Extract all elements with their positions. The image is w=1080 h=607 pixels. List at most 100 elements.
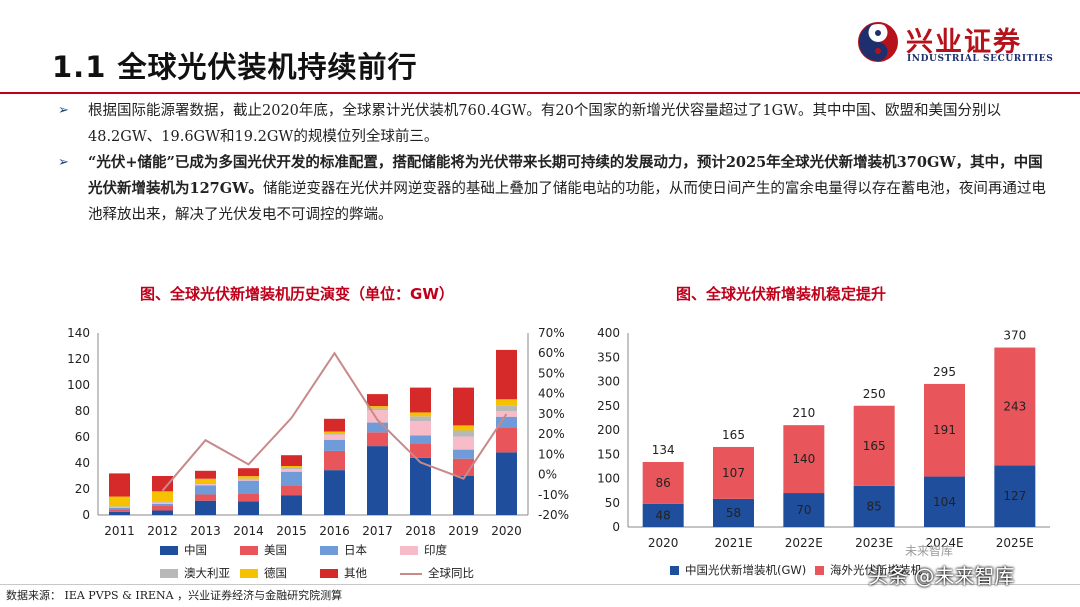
- chart1-bar-3: [410, 421, 431, 436]
- chart1-x-tick-label: 2018: [405, 524, 436, 538]
- chart1-x-tick-label: 2012: [147, 524, 178, 538]
- chart1-y2-tick-label: 40%: [538, 387, 565, 401]
- watermark-small: 未来智库: [905, 544, 954, 558]
- chart1-bar-6: [281, 455, 302, 466]
- chart1-yoy-line: [161, 351, 508, 492]
- chart1-y2-tick-label: 30%: [538, 407, 565, 421]
- chart1-y-tick-label: 100: [67, 378, 90, 392]
- chart1-bar-6: [496, 349, 517, 400]
- chart1-bar-3: [281, 469, 302, 472]
- chart1-bar-4: [496, 405, 517, 411]
- chart1-y-tick-label: 60: [75, 430, 90, 444]
- legend-swatch: [160, 569, 178, 578]
- chart2-data-label: 104: [933, 495, 956, 509]
- chart1-bar-0: [152, 510, 173, 515]
- chart1-x-tick-label: 2013: [190, 524, 221, 538]
- chart2-bar-0: [642, 503, 684, 527]
- chart1-bar-5: [410, 412, 431, 417]
- legend-swatch: [400, 572, 422, 575]
- chart1-bar-4: [367, 408, 388, 411]
- chart1-bar-1: [109, 509, 130, 512]
- chart1-bar-0: [453, 476, 474, 515]
- chart2-y-tick-label: 250: [597, 399, 620, 413]
- chart2-x-tick-label: 2024E: [925, 536, 963, 550]
- chart2-bar-1: [713, 446, 754, 499]
- chart1-x-tick-label: 2011: [104, 524, 135, 538]
- chart1-bar-3: [453, 436, 474, 450]
- bullet-2-bold-text: “光伏+储能”已成为多国光伏开发的标准配置，搭配储能将为光伏带来长期可持续的发展…: [88, 154, 1043, 197]
- chart1-bar-4: [324, 433, 345, 435]
- chart2-total-label: 134: [652, 443, 675, 457]
- chart2-x-tick-label: 2021E: [714, 536, 752, 550]
- chart1-bar-5: [367, 406, 388, 409]
- chart1-y-tick-label: 0: [82, 508, 90, 522]
- chart2-data-label: 140: [792, 452, 815, 466]
- chart2-data-label: 58: [726, 506, 741, 520]
- chart2-x-tick-label: 2022E: [785, 536, 823, 550]
- legend-label: 澳大利亚: [184, 566, 230, 580]
- chart2-bar-0: [994, 465, 1036, 527]
- chart2-bar-1: [783, 425, 825, 494]
- logo-text-en: INDUSTRIAL SECURITIES: [907, 54, 1054, 64]
- chart1-bar-5: [453, 425, 474, 431]
- legend-label: 海外光伏新增装机: [830, 563, 922, 577]
- chart1-bar-0: [281, 495, 302, 515]
- chart1-y2-tick-label: 10%: [538, 447, 565, 461]
- chart1-bar-1: [324, 450, 345, 471]
- chart1-bar-2: [195, 485, 216, 495]
- chart2-bar-1: [924, 383, 965, 477]
- chart1-bar-4: [410, 416, 431, 422]
- chart1-x-tick-label: 2014: [233, 524, 264, 538]
- legend-overseas-installed: 海外光伏新增装机: [815, 562, 922, 577]
- legend-swatch: [240, 569, 258, 578]
- chart2-total-label: 165: [722, 428, 745, 442]
- chart2-data-label: 85: [867, 499, 882, 513]
- chart1-bar-2: [109, 507, 130, 510]
- chart1-bar-0: [410, 457, 431, 515]
- chart1-y-tick-label: 80: [75, 404, 90, 418]
- chart2-y-tick-label: 350: [597, 350, 620, 364]
- chart1-bar-2: [453, 449, 474, 459]
- legend-label: 印度: [424, 543, 447, 557]
- chart1-bar-0: [195, 500, 216, 515]
- chart1-y2-tick-label: 60%: [538, 346, 565, 360]
- legend-label: 日本: [344, 543, 367, 557]
- bullet-1-text: 根据国际能源署数据，截止2020年底，全球累计光伏装机760.4GW。有20个国…: [88, 103, 1002, 145]
- page-title: 1.1 全球光伏装机持续前行: [52, 50, 418, 84]
- chart1-y-tick-label: 120: [67, 352, 90, 366]
- chart1-bar-5: [195, 478, 216, 484]
- chart1-bar-5: [324, 431, 345, 434]
- chart1-bar-6: [453, 387, 474, 426]
- chart1-bar-4: [195, 483, 216, 485]
- chart1-y-tick-label: 40: [75, 456, 90, 470]
- bullet-arrow-icon: ➢: [58, 155, 69, 170]
- footer-divider: [0, 584, 1080, 585]
- data-source: 数据来源： IEA PVPS & IRENA ，兴业证券经济与金融研究院测算: [6, 589, 343, 602]
- chart1-bar-3: [195, 484, 216, 486]
- chart1-bar-4: [109, 506, 130, 508]
- chart1-bar-3: [152, 502, 173, 504]
- chart2-y-tick-label: 0: [612, 520, 620, 534]
- chart1-bar-5: [109, 496, 130, 507]
- chart1-bar-6: [238, 468, 259, 477]
- bullet-list: ➢ 根据国际能源署数据，截止2020年底，全球累计光伏装机760.4GW。有20…: [58, 98, 1048, 228]
- chart1-bar-1: [195, 494, 216, 501]
- chart1-x-tick-label: 2017: [362, 524, 393, 538]
- legend-swatch: [400, 546, 418, 555]
- chart1-bar-2: [238, 480, 259, 494]
- chart1-y2-tick-label: 70%: [538, 326, 565, 340]
- legend-label: 全球同比: [428, 566, 474, 580]
- chart1-x-tick-label: 2015: [276, 524, 307, 538]
- chart1-bar-3: [496, 411, 517, 417]
- legend-label: 中国: [184, 543, 207, 557]
- chart2-data-label: 107: [722, 466, 745, 480]
- chart2-y-tick-label: 150: [597, 447, 620, 461]
- chart2-y-tick-label: 400: [597, 326, 620, 340]
- chart2-data-label: 243: [1003, 399, 1026, 413]
- legend-swatch: [320, 569, 338, 578]
- legend-label: 中国光伏新增装机(GW): [685, 563, 807, 577]
- chart2-x-tick-label: 2020: [648, 536, 679, 550]
- chart1-bar-5: [496, 399, 517, 406]
- bullet-2-text: 储能逆变器在光伏并网逆变器的基础上叠加了储能电站的功能，从而使日间产生的富余电量…: [88, 181, 1046, 223]
- chart1-bar-1: [281, 486, 302, 496]
